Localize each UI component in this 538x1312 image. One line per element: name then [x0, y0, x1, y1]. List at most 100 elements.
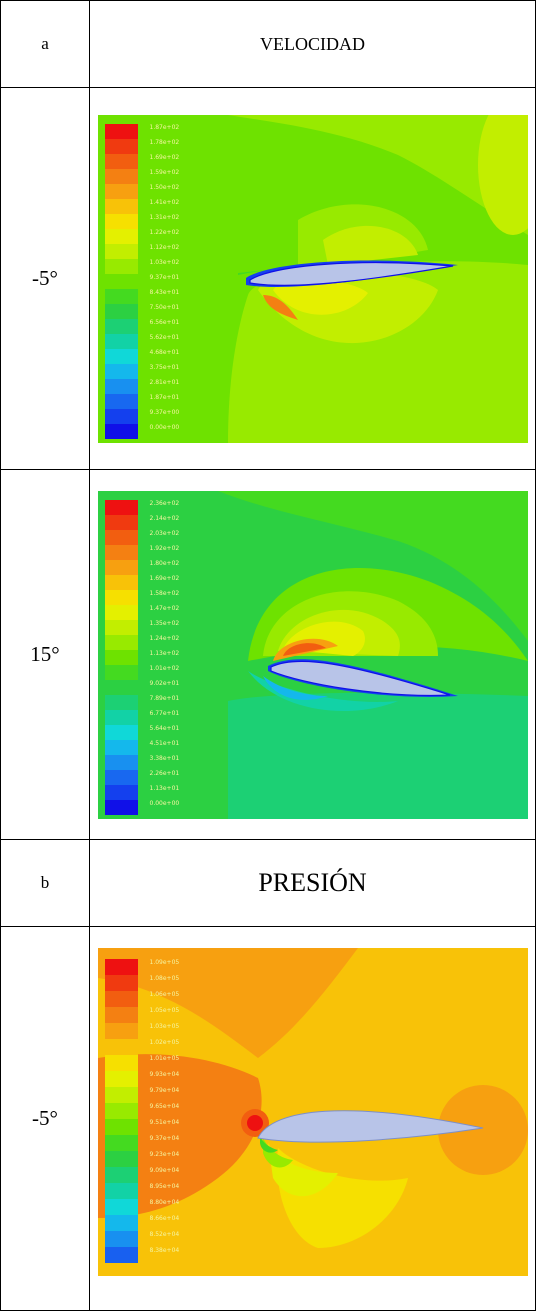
- row1-plot-cell: 1.87e+02 1.78e+02 1.69e+02 1.59e+02 1.50e+02…: [89, 87, 536, 470]
- legend-swatch: [104, 664, 138, 680]
- pressure-field-minus5: [97, 947, 528, 1276]
- legend-swatch: [104, 619, 138, 635]
- legend-swatch: [104, 1230, 138, 1247]
- legend-swatch: [104, 974, 138, 991]
- section-b-title-cell: PRESIÓN: [89, 839, 536, 927]
- legend-swatch: [104, 754, 138, 770]
- legend-label: 2.14e+02: [149, 514, 180, 522]
- legend-label: 1.80e+02: [149, 559, 180, 567]
- legend-label: 2.81e+01: [149, 378, 180, 386]
- legend-swatch: [104, 1198, 138, 1215]
- legend-label: 2.26e+01: [149, 769, 180, 777]
- legend-label: 1.09e+05: [149, 958, 180, 966]
- legend-label: 8.66e+04: [149, 1214, 180, 1222]
- legend-label: 6.56e+01: [149, 318, 180, 326]
- legend-label: 1.03e+02: [149, 258, 180, 266]
- velocity-contour-minus5: 1.87e+02 1.78e+02 1.69e+02 1.59e+02 1.50e+02…: [97, 114, 528, 443]
- legend-label: 1.92e+02: [149, 544, 180, 552]
- legend-swatch: [104, 1134, 138, 1151]
- legend-swatch: [104, 990, 138, 1007]
- legend-label: 8.52e+04: [149, 1230, 180, 1238]
- legend-swatch: [104, 514, 138, 530]
- legend-swatch: [104, 529, 138, 545]
- legend-label: 4.68e+01: [149, 348, 180, 356]
- legend-swatch: [104, 168, 138, 184]
- legend-label: 1.69e+02: [149, 153, 180, 161]
- legend-swatch: [104, 408, 138, 424]
- legend-swatch: [104, 423, 138, 439]
- legend-label: 1.24e+02: [149, 634, 180, 642]
- legend-swatch: [104, 363, 138, 379]
- legend-label: 1.87e+02: [149, 123, 180, 131]
- legend-swatch: [104, 574, 138, 590]
- section-a-label-cell: a: [0, 0, 90, 88]
- legend-label: 1.87e+01: [149, 393, 180, 401]
- legend-swatch: [104, 739, 138, 755]
- legend-swatch: [104, 183, 138, 199]
- legend-swatch: [104, 604, 138, 620]
- legend-label: 5.62e+01: [149, 333, 180, 341]
- row3-plot-cell: 1.09e+05 1.08e+05 1.06e+05 1.05e+05 1.03e+05…: [89, 926, 536, 1311]
- legend-label: 9.37e+04: [149, 1134, 180, 1142]
- legend-swatch: [104, 769, 138, 785]
- legend-label: 1.05e+05: [149, 1006, 180, 1014]
- legend-label: 9.79e+04: [149, 1086, 180, 1094]
- legend-swatch: [104, 958, 138, 975]
- legend-swatch: [104, 318, 138, 334]
- pressure-contour-minus5: 1.09e+05 1.08e+05 1.06e+05 1.05e+05 1.03e+05…: [97, 947, 528, 1276]
- legend-label: 8.95e+04: [149, 1182, 180, 1190]
- legend-label: 9.23e+04: [149, 1150, 180, 1158]
- row3-angle: -5°: [32, 1106, 58, 1130]
- legend-swatch: [104, 1102, 138, 1119]
- legend-label: 9.09e+04: [149, 1166, 180, 1174]
- row1-angle: -5°: [32, 266, 58, 290]
- legend-swatch: [104, 138, 138, 154]
- legend-label: 1.50e+02: [149, 183, 180, 191]
- legend-swatch: [104, 1038, 138, 1055]
- legend-swatch: [104, 559, 138, 575]
- legend-swatch: [104, 679, 138, 695]
- row1-angle-cell: -5°: [0, 87, 90, 470]
- row2-angle: 15°: [30, 642, 60, 666]
- legend-label: 1.08e+05: [149, 974, 180, 982]
- legend-label: 2.36e+02: [149, 499, 180, 507]
- velocity-contour-15: 2.36e+02 2.14e+02 2.03e+02 1.92e+02 1.80e+02…: [97, 490, 528, 819]
- legend-label: 9.65e+04: [149, 1102, 180, 1110]
- legend-swatch: [104, 1086, 138, 1103]
- legend-label: 1.06e+05: [149, 990, 180, 998]
- legend-swatch: [104, 228, 138, 244]
- legend-swatch: [104, 1054, 138, 1071]
- legend-label: 9.93e+04: [149, 1070, 180, 1078]
- legend-label: 1.03e+05: [149, 1022, 180, 1030]
- legend-swatch: [104, 1022, 138, 1039]
- legend-label: 1.47e+02: [149, 604, 180, 612]
- legend-label: 1.41e+02: [149, 198, 180, 206]
- legend-swatch: [104, 1118, 138, 1135]
- legend-swatch: [104, 499, 138, 515]
- legend-swatch: [104, 1246, 138, 1263]
- legend-swatch: [104, 243, 138, 259]
- legend-label: 1.12e+02: [149, 243, 180, 251]
- legend-swatch: [104, 1150, 138, 1167]
- legend-label: 8.43e+01: [149, 288, 180, 296]
- legend-swatch: [104, 213, 138, 229]
- velocity-field-minus5: [97, 114, 528, 443]
- legend-swatch: [104, 198, 138, 214]
- legend-swatch: [104, 799, 138, 815]
- legend-swatch: [104, 348, 138, 364]
- legend-label: 1.35e+02: [149, 619, 180, 627]
- legend-label: 1.69e+02: [149, 574, 180, 582]
- legend-label: 5.64e+01: [149, 724, 180, 732]
- legend-label: 1.78e+02: [149, 138, 180, 146]
- row2-plot-cell: 2.36e+02 2.14e+02 2.03e+02 1.92e+02 1.80e+02…: [89, 469, 536, 840]
- legend-label: 3.75e+01: [149, 363, 180, 371]
- legend-swatch: [104, 273, 138, 289]
- legend-label: 0.00e+00: [149, 799, 180, 807]
- legend-swatch: [104, 378, 138, 394]
- legend-label: 2.03e+02: [149, 529, 180, 537]
- legend-label: 7.89e+01: [149, 694, 180, 702]
- row3-angle-cell: -5°: [0, 926, 90, 1311]
- legend-swatch: [104, 258, 138, 274]
- legend-label: 1.22e+02: [149, 228, 180, 236]
- legend-swatch: [104, 634, 138, 650]
